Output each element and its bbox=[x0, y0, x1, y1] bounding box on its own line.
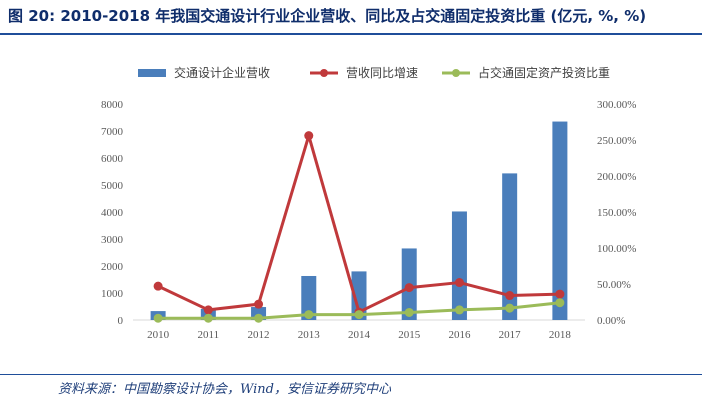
y-left-tick-label: 3000 bbox=[101, 234, 124, 246]
series-1-point-2013 bbox=[304, 131, 314, 141]
series-2-point-2016 bbox=[454, 305, 464, 315]
y-right-tick-label: 200.00% bbox=[597, 171, 636, 183]
y-right-tick-label: 300.00% bbox=[597, 99, 636, 111]
x-tick-label: 2014 bbox=[348, 329, 371, 341]
y-left-tick-label: 1000 bbox=[101, 288, 124, 300]
series-2-point-2017 bbox=[505, 303, 515, 313]
x-tick-label: 2013 bbox=[298, 329, 321, 341]
chart-title: 图 20: 2010-2018 年我国交通设计行业企业营收、同比及占交通固定投资… bbox=[8, 7, 647, 25]
y-left-tick-label: 6000 bbox=[101, 153, 124, 165]
y-right-tick-label: 250.00% bbox=[597, 135, 636, 147]
series-2-point-2014 bbox=[354, 310, 364, 320]
x-tick-label: 2012 bbox=[248, 329, 270, 341]
y-left-tick-label: 8000 bbox=[101, 99, 124, 111]
bar-2016 bbox=[451, 211, 467, 320]
source-divider bbox=[0, 374, 702, 375]
x-tick-label: 2016 bbox=[448, 329, 471, 341]
series-1-point-2015 bbox=[404, 283, 414, 293]
series-2-point-2013 bbox=[304, 310, 314, 320]
series-2-point-2010 bbox=[153, 313, 163, 323]
bar-2018 bbox=[552, 121, 568, 320]
x-tick-label: 2010 bbox=[147, 329, 170, 341]
legend-swatch-marker bbox=[320, 69, 328, 77]
legend-swatch-bar bbox=[138, 69, 166, 77]
bar-2013 bbox=[301, 275, 317, 320]
source-note: 资料来源：中国勘察设计协会，Wind，安信证券研究中心 bbox=[58, 382, 391, 397]
legend-swatch-marker bbox=[452, 69, 460, 77]
series-1-point-2011 bbox=[203, 305, 213, 315]
series-2-point-2018 bbox=[555, 298, 565, 308]
legend-label-line: 占交通固定资产投资比重 bbox=[478, 65, 610, 80]
series-1-point-2017 bbox=[505, 291, 515, 301]
x-tick-label: 2011 bbox=[198, 329, 220, 341]
series-1-point-2018 bbox=[555, 289, 565, 299]
y-left-tick-label: 0 bbox=[118, 315, 124, 327]
y-right-tick-label: 0.00% bbox=[597, 315, 625, 327]
bar-2014 bbox=[351, 271, 367, 320]
series-1-point-2010 bbox=[153, 281, 163, 291]
y-left-tick-label: 2000 bbox=[101, 261, 124, 273]
y-right-tick-label: 100.00% bbox=[597, 243, 636, 255]
series-2-point-2011 bbox=[203, 313, 213, 323]
y-right-tick-label: 50.00% bbox=[597, 279, 631, 291]
series-1-point-2016 bbox=[454, 278, 464, 288]
series-2-point-2015 bbox=[404, 307, 414, 317]
x-tick-label: 2018 bbox=[549, 329, 572, 341]
y-left-tick-label: 5000 bbox=[101, 180, 124, 192]
title-divider bbox=[0, 33, 702, 35]
x-tick-label: 2017 bbox=[499, 329, 522, 341]
bar-2017 bbox=[502, 173, 518, 320]
legend-label-line: 营收同比增速 bbox=[346, 66, 418, 80]
legend-label-bar: 交通设计企业营收 bbox=[174, 65, 270, 80]
combo-chart: 交通设计企业营收 营收同比增速 占交通固定资产投资比重 0 1000 2000 3000 40… bbox=[101, 65, 636, 341]
x-tick-label: 2015 bbox=[398, 329, 421, 341]
y-right-tick-label: 150.00% bbox=[597, 207, 636, 219]
y-left-tick-label: 7000 bbox=[101, 126, 124, 138]
series-2-point-2012 bbox=[254, 313, 264, 323]
series-1-point-2012 bbox=[254, 299, 264, 309]
y-left-tick-label: 4000 bbox=[101, 207, 124, 219]
